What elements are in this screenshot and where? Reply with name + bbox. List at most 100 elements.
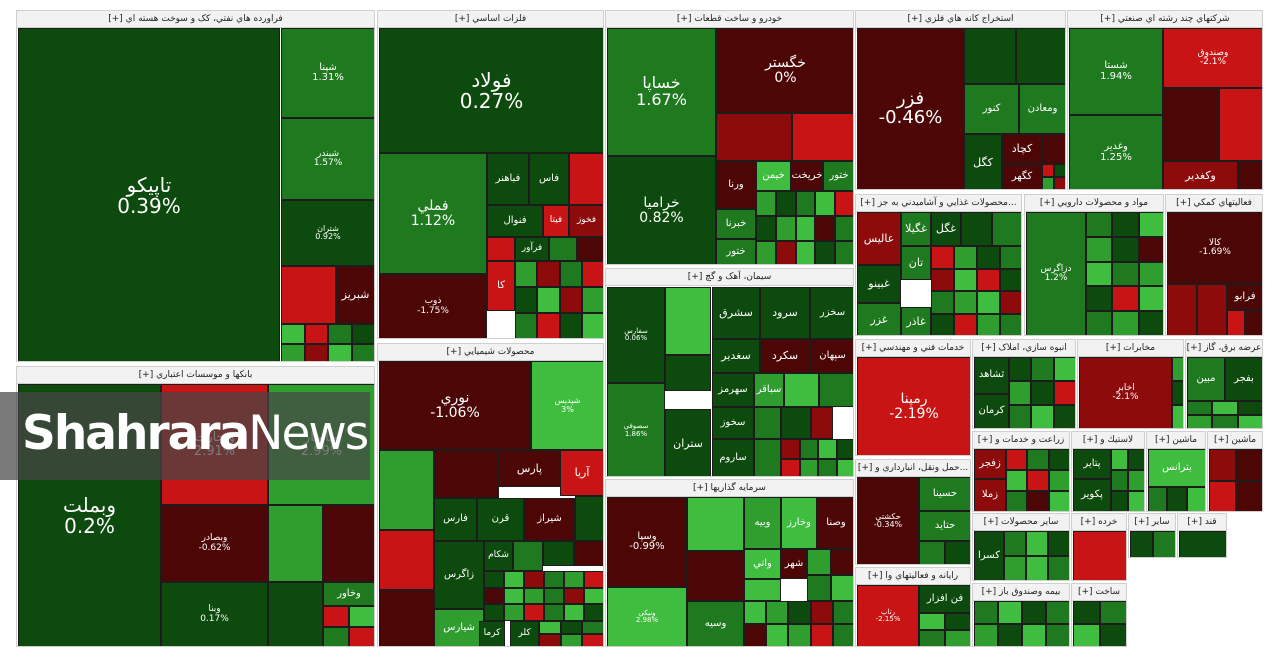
stock-tile[interactable] [815,191,836,216]
stock-tile[interactable]: وبنا 0.17% [161,582,268,646]
stock-tile[interactable]: شهر [781,549,807,579]
stock-tile[interactable] [811,407,833,439]
stock-tile[interactable]: شبندر 1.57% [281,118,374,200]
stock-tile[interactable] [1138,212,1163,237]
stock-tile[interactable] [484,604,504,621]
stock-tile[interactable] [807,575,831,601]
stock-tile[interactable]: ورنا [716,161,756,209]
stock-tile[interactable] [931,291,954,314]
stock-tile[interactable]: فارس [434,498,477,541]
stock-tile[interactable]: ونيكي 2.98% [607,587,687,646]
stock-tile[interactable] [323,505,374,582]
stock-tile[interactable] [835,216,853,241]
stock-tile[interactable] [1054,164,1065,177]
sector-header[interactable]: لاستيك و [+] [1072,432,1144,449]
stock-tile[interactable]: فيتا [543,205,569,237]
stock-tile[interactable]: سفارس 0.06% [607,287,665,383]
stock-tile[interactable]: واتي [744,549,781,579]
stock-tile[interactable] [795,241,816,264]
stock-tile[interactable]: رتاپ -2.15% [857,585,919,646]
sector-header[interactable]: محصولات شيميايي [+] [378,344,603,361]
stock-tile[interactable] [559,287,582,313]
stock-tile[interactable]: اخابر -2.1% [1079,357,1172,428]
stock-tile[interactable]: سكرد [760,339,810,373]
stock-tile[interactable] [810,624,833,646]
stock-tile[interactable]: ساروم [712,439,754,476]
stock-tile[interactable]: آريا [560,450,603,496]
sector-header[interactable]: فراورده هاي نفتي، كک و سوخت هسته اي [+] [17,11,374,28]
stock-tile[interactable]: شپديس 3% [531,361,603,450]
stock-tile[interactable] [931,246,954,269]
stock-tile[interactable] [1112,286,1139,312]
stock-tile[interactable]: فرابو [1227,284,1262,310]
sector-header[interactable]: انبوه سازي، املاک [+] [973,340,1075,357]
stock-tile[interactable] [584,604,603,621]
stock-tile[interactable] [379,450,434,530]
stock-tile[interactable]: زفجر [974,449,1006,479]
stock-tile[interactable]: وغدير 1.25% [1069,115,1163,189]
stock-tile[interactable] [1053,357,1075,381]
stock-tile[interactable]: كرمان [974,394,1009,428]
stock-tile[interactable] [484,587,504,605]
stock-tile[interactable] [1073,531,1126,580]
stock-tile[interactable]: غاذر [901,307,931,335]
stock-tile[interactable] [1048,470,1069,491]
stock-tile[interactable] [977,291,1000,314]
stock-tile[interactable] [1026,556,1048,580]
stock-tile[interactable] [931,313,954,335]
stock-tile[interactable] [524,604,544,621]
stock-tile[interactable] [569,153,603,205]
stock-tile[interactable]: حتايد [919,511,970,541]
stock-tile[interactable] [559,313,582,338]
stock-tile[interactable]: خراميا 0.82% [607,156,716,264]
stock-tile[interactable] [815,241,836,264]
stock-tile[interactable] [1138,236,1163,262]
stock-tile[interactable] [515,287,538,313]
stock-tile[interactable] [504,571,524,588]
stock-tile[interactable] [560,634,583,646]
stock-tile[interactable] [1172,381,1183,405]
stock-tile[interactable] [974,601,998,624]
stock-tile[interactable] [1000,291,1021,314]
stock-tile[interactable] [537,261,560,287]
stock-tile[interactable] [766,624,789,646]
stock-tile[interactable] [1027,449,1049,470]
stock-tile[interactable] [1128,491,1144,511]
stock-tile[interactable] [323,606,349,627]
stock-tile[interactable] [1111,491,1128,511]
stock-tile[interactable] [1048,556,1069,580]
stock-tile[interactable] [268,582,323,646]
stock-tile[interactable]: نوري -1.06% [379,361,531,450]
stock-tile[interactable]: وخاور [323,582,374,606]
stock-tile[interactable] [781,458,800,476]
stock-tile[interactable] [919,613,945,630]
stock-tile[interactable]: وسپا -0.99% [607,497,687,587]
sector-header[interactable]: زراعت و خدمات و [+] [973,432,1069,449]
stock-tile[interactable] [1100,624,1126,646]
stock-tile[interactable] [1053,405,1075,428]
stock-tile[interactable] [795,191,816,216]
stock-tile[interactable] [537,313,560,338]
stock-tile[interactable] [1000,313,1021,335]
stock-tile[interactable] [1111,449,1128,470]
stock-tile[interactable] [1179,531,1226,557]
stock-tile[interactable] [1209,480,1236,511]
stock-tile[interactable] [781,407,811,439]
stock-tile[interactable]: شكام [484,541,513,571]
stock-tile[interactable]: سشرق [712,287,760,339]
stock-tile[interactable]: رمپنا -2.19% [857,357,970,455]
stock-tile[interactable] [1245,310,1262,335]
sector-header[interactable]: استخراج کانه هاي فلزي [+] [856,11,1065,28]
stock-tile[interactable] [1009,405,1032,428]
stock-tile[interactable] [549,237,577,261]
stock-tile[interactable]: كا [487,261,515,311]
stock-tile[interactable] [304,324,328,344]
stock-tile[interactable] [1006,491,1028,511]
stock-tile[interactable]: شيراز [524,498,575,541]
stock-tile[interactable] [1112,311,1139,335]
stock-tile[interactable] [524,571,544,588]
stock-tile[interactable]: سغدير [712,339,760,373]
stock-tile[interactable] [1227,310,1245,335]
stock-tile[interactable] [775,191,796,216]
stock-tile[interactable] [1000,268,1021,291]
